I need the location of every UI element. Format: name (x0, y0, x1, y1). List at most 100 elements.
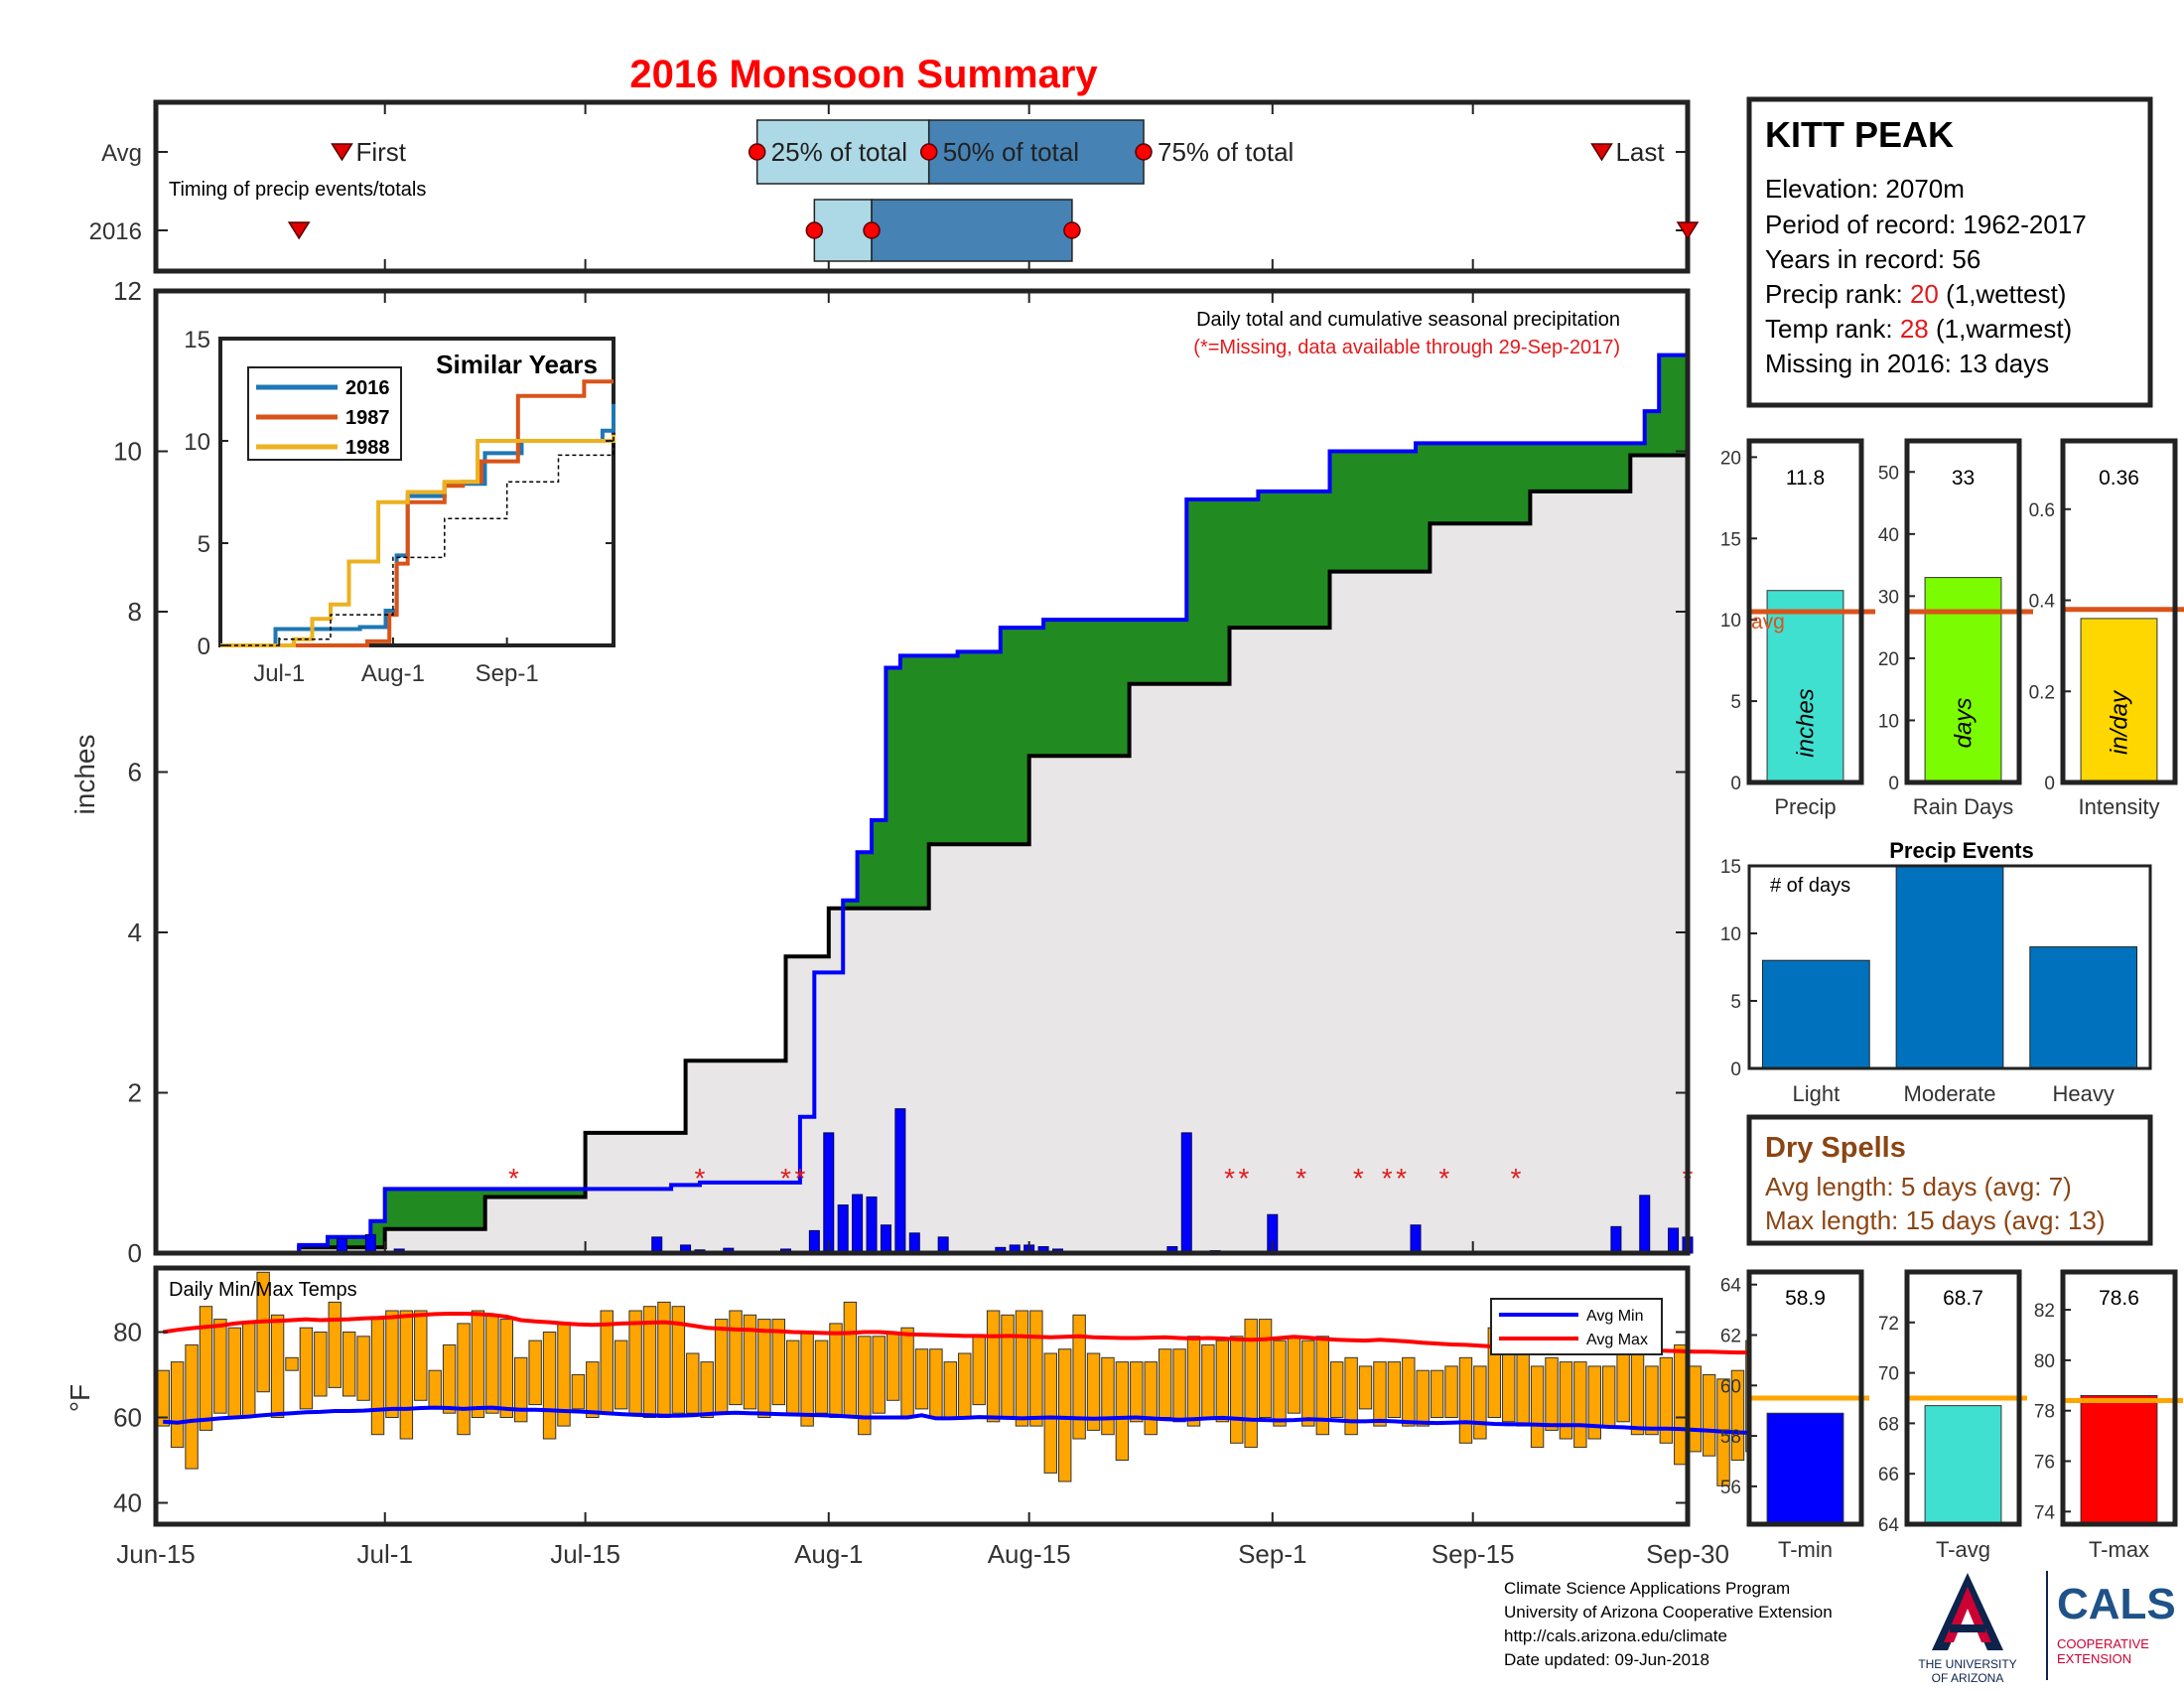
date-xtick-label: Sep-15 (1432, 1539, 1515, 1569)
timing-marker-p50-avg (919, 143, 938, 161)
total-ytick-label: 30 (1878, 587, 1899, 608)
total-ytick-label: 20 (1878, 649, 1899, 670)
daily-temp-range-bar (843, 1301, 858, 1419)
date-xtick-label: Jun-15 (116, 1539, 196, 1569)
daily-temp-range-bar (900, 1327, 914, 1418)
daily-temp-range-bar (1086, 1352, 1101, 1431)
timing-marker-p25-avg (748, 143, 766, 161)
timing-marker-p50-2016 (863, 221, 881, 239)
daily-temp-range-bar (729, 1310, 743, 1406)
total-xlabel-2: Intensity (2079, 794, 2160, 819)
daily-temp-range-bar (442, 1343, 457, 1414)
footer-line-url[interactable]: http://cals.arizona.edu/climate (1504, 1626, 1727, 1645)
station-info-box: KITT PEAK Elevation: 2070m Period of rec… (1746, 96, 2153, 408)
daily-temp-range-bar (614, 1340, 628, 1410)
missing-data-marker: * (1296, 1163, 1306, 1194)
temp-summary-ytick-label: 82 (2034, 1301, 2055, 1322)
daily-precip-bar (1410, 1224, 1422, 1254)
daily-precip-bar (1639, 1195, 1651, 1254)
temperature-panel: 40 60 80 Jun-15 Jul-1 Jul-15 Aug-1 Aug-15 Sep-1 S… (65, 1265, 1845, 1569)
precip-ytick-label: 4 (128, 917, 142, 947)
temp-legend (1490, 1298, 1663, 1355)
daily-temp-range-bar (800, 1332, 814, 1427)
daily-temp-range-bar (170, 1361, 185, 1449)
total-ytick-label: 0.2 (2029, 682, 2055, 703)
timing-row-label-2016: 2016 (89, 218, 142, 245)
total-ytick-label: 20 (1720, 448, 1741, 469)
daily-temp-range-bar (1458, 1356, 1473, 1444)
daily-temp-range-bar (199, 1306, 213, 1431)
total-value-label-1: 33 (1952, 467, 1975, 490)
daily-temp-range-bar (542, 1332, 557, 1440)
footer-line-date: Date updated: 09-Jun-2018 (1504, 1650, 1709, 1669)
total-bar-2 (2080, 618, 2158, 783)
timing-label-last: Last (1615, 137, 1665, 167)
temp-summary-ytick-label: 62 (1720, 1327, 1741, 1347)
daily-temp-range-bar (657, 1301, 671, 1419)
daily-temp-range-bar (1402, 1356, 1416, 1427)
timing-marker-p75-avg (1135, 143, 1153, 161)
daily-temp-range-bar (1001, 1314, 1015, 1419)
daily-temp-range-bar (1230, 1336, 1244, 1444)
daily-temp-range-bar (1043, 1352, 1057, 1474)
daily-temp-range-bar (285, 1356, 299, 1371)
daily-temp-range-bar (428, 1369, 442, 1410)
daily-temp-range-bar (270, 1314, 285, 1419)
daily-temp-range-bar (1473, 1365, 1487, 1440)
total-ytick-label: 10 (1878, 711, 1899, 732)
precip-ytick-label: 2 (128, 1078, 142, 1108)
temp-frame (153, 1265, 1691, 1527)
similar-xtick-label: Aug-1 (361, 660, 425, 687)
temp-summary-ytick-label: 70 (1878, 1364, 1899, 1385)
daily-temp-range-bar (299, 1327, 314, 1410)
missing-data-marker: * (794, 1163, 805, 1194)
daily-temp-range-bar (1416, 1369, 1430, 1427)
daily-temp-range-bar (414, 1310, 428, 1401)
date-xtick-label: Jul-1 (357, 1539, 413, 1569)
temp-summary-ytick-label: 74 (2034, 1502, 2056, 1523)
total-ytick-label: 5 (1730, 692, 1741, 713)
daily-temp-range-bar (1688, 1365, 1702, 1453)
timing-marker-p25-2016 (805, 221, 824, 239)
daily-temp-range-bar (1630, 1348, 1645, 1436)
daily-precip-bar (880, 1224, 891, 1254)
precip-events-panel: Light Moderate Heavy 0 5 10 15 Precip Events # o… (1720, 838, 2152, 1106)
cumulative-2016-line (156, 307, 1690, 1255)
daily-precip-bar (894, 1108, 906, 1254)
footer-line-program: Climate Science Applications Program (1504, 1579, 1791, 1598)
daily-temp-range-bar (671, 1306, 686, 1414)
temp-summary-ytick-label: 64 (1878, 1515, 1900, 1536)
daily-precip-bar (808, 1229, 820, 1254)
timing-subtitle: Timing of precip events/totals (169, 179, 426, 201)
total-ytick-label: 10 (1720, 611, 1741, 632)
daily-temp-range-bar (341, 1332, 356, 1397)
temp-summary-xlabel-1: T-avg (1936, 1537, 1990, 1562)
daily-temp-range-bar (1144, 1361, 1158, 1436)
daily-temp-range-bar (1444, 1365, 1458, 1419)
temp-summary-panels: 58.9 T-min 56 58 60 62 64 68.7 T-avg 64 66 68 70 72 78… (1720, 1269, 2183, 1562)
legend-label-2016: 2016 (345, 377, 390, 399)
total-ytick-label: 40 (1878, 525, 1899, 546)
total-panel-frame (1904, 438, 2022, 785)
timing-box-25-50-2016 (813, 199, 873, 262)
daily-temp-range-bar (914, 1348, 929, 1410)
daily-temp-range-bar (943, 1361, 958, 1418)
temp-summary-value-2: 78.6 (2099, 1287, 2139, 1310)
station-missing: Missing in 2016: 13 days (1765, 349, 2049, 378)
average-cumulative-fill (156, 427, 1688, 1253)
daily-temp-range-bar (1616, 1348, 1630, 1423)
precip-ytick-label: 6 (128, 758, 142, 787)
missing-data-marker: * (695, 1163, 706, 1194)
events-ytick-label: 10 (1720, 924, 1741, 945)
total-ytick-label: 15 (1720, 529, 1741, 550)
daily-temp-range-bar (399, 1310, 414, 1440)
precip-events-xlabel: Heavy (2052, 1081, 2114, 1106)
average-cumulative-line (156, 427, 1690, 1255)
similar-ytick-label: 15 (184, 327, 210, 353)
similar-ytick-label: 0 (198, 634, 210, 660)
timing-box-50-75-2016 (871, 199, 1073, 262)
daily-temp-range-bar (485, 1314, 499, 1414)
date-xtick-label: Jul-15 (550, 1539, 620, 1569)
daily-temp-range-bar (1215, 1340, 1230, 1423)
